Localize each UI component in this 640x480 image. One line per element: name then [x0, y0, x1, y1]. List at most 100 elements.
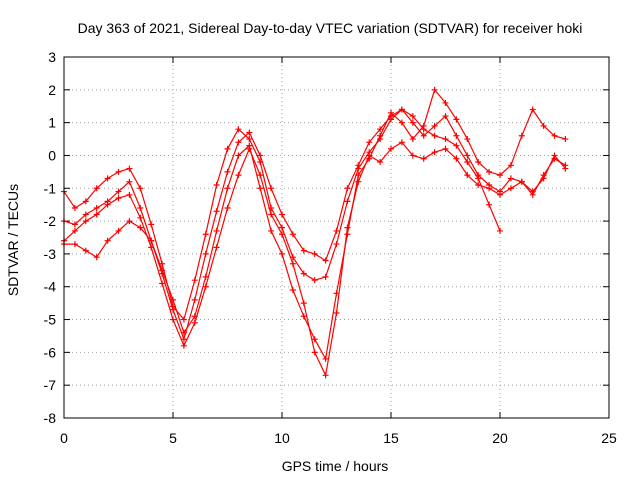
data-point [279, 231, 285, 238]
y-tick-label: 3 [48, 49, 56, 65]
data-point [431, 149, 438, 156]
data-point [540, 122, 547, 129]
data-point [268, 211, 275, 218]
data-point [464, 136, 471, 143]
data-point [398, 139, 405, 146]
data-point [322, 257, 329, 264]
data-point [300, 247, 307, 254]
data-point [268, 185, 275, 192]
data-point [344, 224, 351, 231]
data-point [507, 162, 514, 169]
data-point [148, 221, 155, 228]
data-point [235, 139, 242, 146]
data-point [213, 208, 220, 215]
y-tick-label: -8 [44, 410, 57, 426]
data-point [333, 227, 340, 234]
x-tick-label: 0 [60, 430, 68, 446]
data-point [475, 181, 482, 188]
data-point [518, 178, 525, 185]
data-point [126, 191, 133, 198]
data-point [486, 185, 493, 192]
data-point [311, 336, 318, 343]
data-point [453, 142, 460, 149]
data-point [355, 162, 362, 169]
data-point [104, 201, 111, 208]
y-tick-label: -1 [44, 180, 57, 196]
data-point [366, 139, 373, 146]
data-point [398, 119, 405, 126]
data-point [333, 241, 340, 248]
data-point [562, 136, 569, 143]
data-point [257, 152, 264, 159]
data-point [137, 224, 144, 231]
data-traces [61, 86, 569, 379]
data-point [431, 122, 438, 129]
x-axis-ticks: 0 5 10 15 20 25 [60, 57, 617, 446]
data-point [409, 119, 416, 126]
data-point [562, 165, 569, 172]
data-point [71, 227, 78, 234]
data-point [224, 185, 231, 192]
data-point [235, 126, 242, 133]
series-trace-3 [61, 139, 569, 379]
data-point [268, 227, 275, 234]
data-point [71, 241, 78, 248]
data-point [442, 136, 449, 143]
y-tick-label: -3 [44, 246, 57, 262]
data-point [224, 168, 231, 175]
data-point [333, 290, 340, 297]
y-tick-label: -7 [44, 377, 57, 393]
data-point [507, 175, 514, 182]
data-point [126, 165, 133, 172]
data-point [115, 195, 122, 202]
data-point [170, 316, 176, 323]
data-point [398, 106, 405, 113]
data-point [279, 224, 285, 231]
data-point [355, 172, 362, 179]
data-point [540, 175, 547, 182]
data-point [257, 172, 264, 179]
data-point [322, 355, 329, 362]
data-point [202, 273, 209, 280]
data-point [388, 145, 394, 152]
data-point [497, 227, 503, 234]
y-tick-label: 2 [48, 82, 56, 98]
data-point [518, 132, 525, 139]
data-point [311, 277, 318, 284]
data-point [126, 218, 133, 225]
y-tick-label: 1 [48, 115, 56, 131]
data-point [246, 142, 253, 149]
data-point [322, 372, 329, 379]
data-point [344, 231, 351, 238]
data-point [453, 132, 460, 139]
data-point [148, 237, 155, 244]
data-point [115, 227, 122, 234]
data-point [170, 306, 176, 313]
data-point [180, 336, 187, 343]
data-point [115, 168, 122, 175]
data-point [180, 316, 187, 323]
data-point [464, 172, 471, 179]
data-point [235, 172, 242, 179]
data-point [191, 296, 198, 303]
data-point [497, 191, 503, 198]
y-tick-label: -4 [44, 279, 57, 295]
data-point [224, 145, 231, 152]
series-trace-2 [61, 106, 569, 343]
data-point [388, 109, 394, 116]
data-point [377, 126, 384, 133]
chart-title: Day 363 of 2021, Sidereal Day-to-day VTE… [78, 20, 583, 36]
data-point [246, 129, 253, 136]
y-tick-label: -5 [44, 312, 57, 328]
data-point [257, 185, 264, 192]
data-point [529, 106, 536, 113]
data-point [311, 250, 318, 257]
data-point [213, 181, 220, 188]
data-point [300, 270, 307, 277]
data-point [551, 132, 558, 139]
data-point [289, 287, 296, 294]
x-tick-label: 20 [492, 430, 508, 446]
x-tick-label: 10 [274, 430, 290, 446]
y-axis-ticks: -8 -7 -6 -5 -4 -3 -2 -1 0 1 2 3 [44, 49, 609, 426]
data-point [431, 86, 438, 93]
